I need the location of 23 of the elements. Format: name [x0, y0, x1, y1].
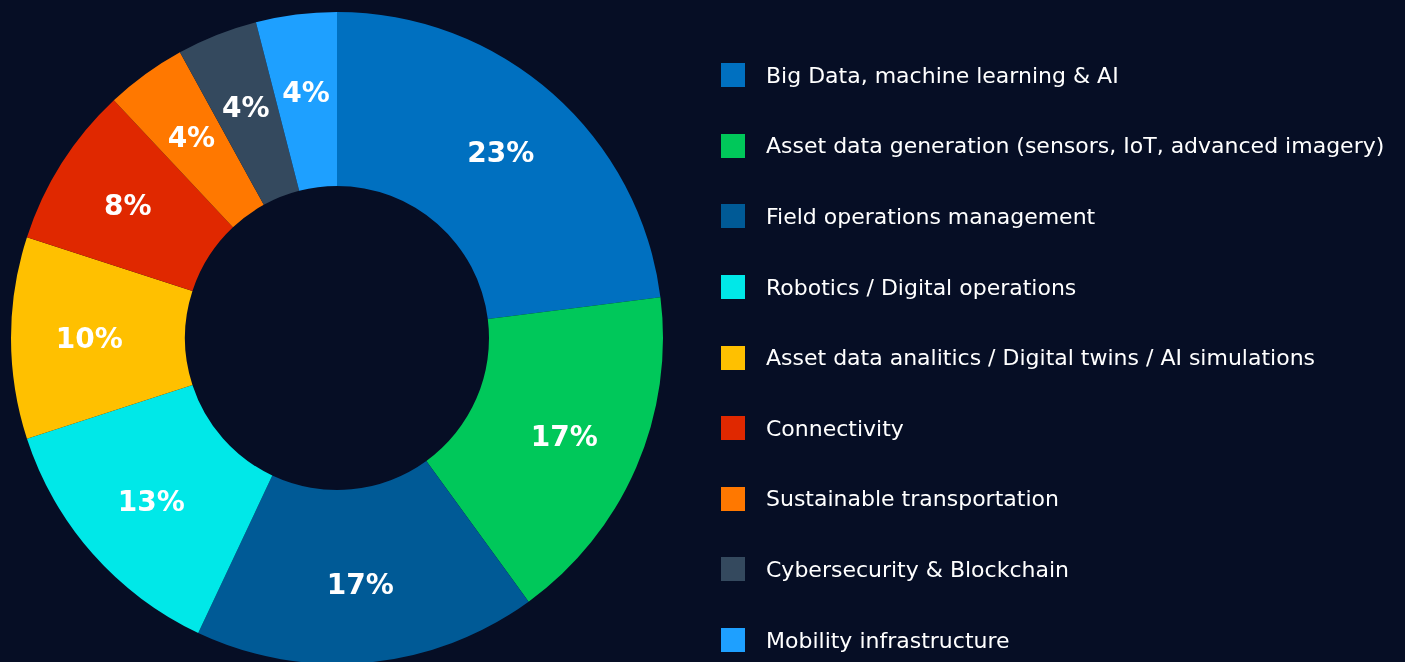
data-label: 4% [222, 91, 270, 125]
legend-label: Robotics / Digital operations [766, 274, 1077, 300]
data-label: 13% [117, 485, 185, 519]
legend-label: Mobility infrastructure [766, 627, 1010, 653]
data-label: 8% [104, 188, 152, 222]
donut-slice [426, 297, 663, 602]
legend-label: Connectivity [766, 415, 904, 441]
legend-label: Cybersecurity & Blockchain [766, 556, 1069, 582]
data-label: 10% [55, 321, 123, 355]
donut-slice [198, 460, 529, 662]
donut-slice [11, 237, 193, 439]
legend-label: Big Data, machine learning & AI [766, 62, 1119, 88]
data-label: 4% [167, 121, 216, 155]
data-label: 17% [530, 419, 598, 453]
donut-slice [26, 384, 273, 633]
data-label: 17% [326, 568, 394, 602]
legend-label: Field operations management [766, 203, 1096, 229]
legend-label: Asset data generation (sensors, IoT, advanced imagery) [766, 133, 1385, 159]
donut-slice [337, 12, 661, 319]
data-label: 23% [467, 135, 535, 169]
legend-label: Asset data analitics / Digital twins / AI simulations [766, 345, 1316, 371]
legend-label: Sustainable transportation [766, 486, 1059, 512]
data-label: 4% [282, 75, 330, 109]
